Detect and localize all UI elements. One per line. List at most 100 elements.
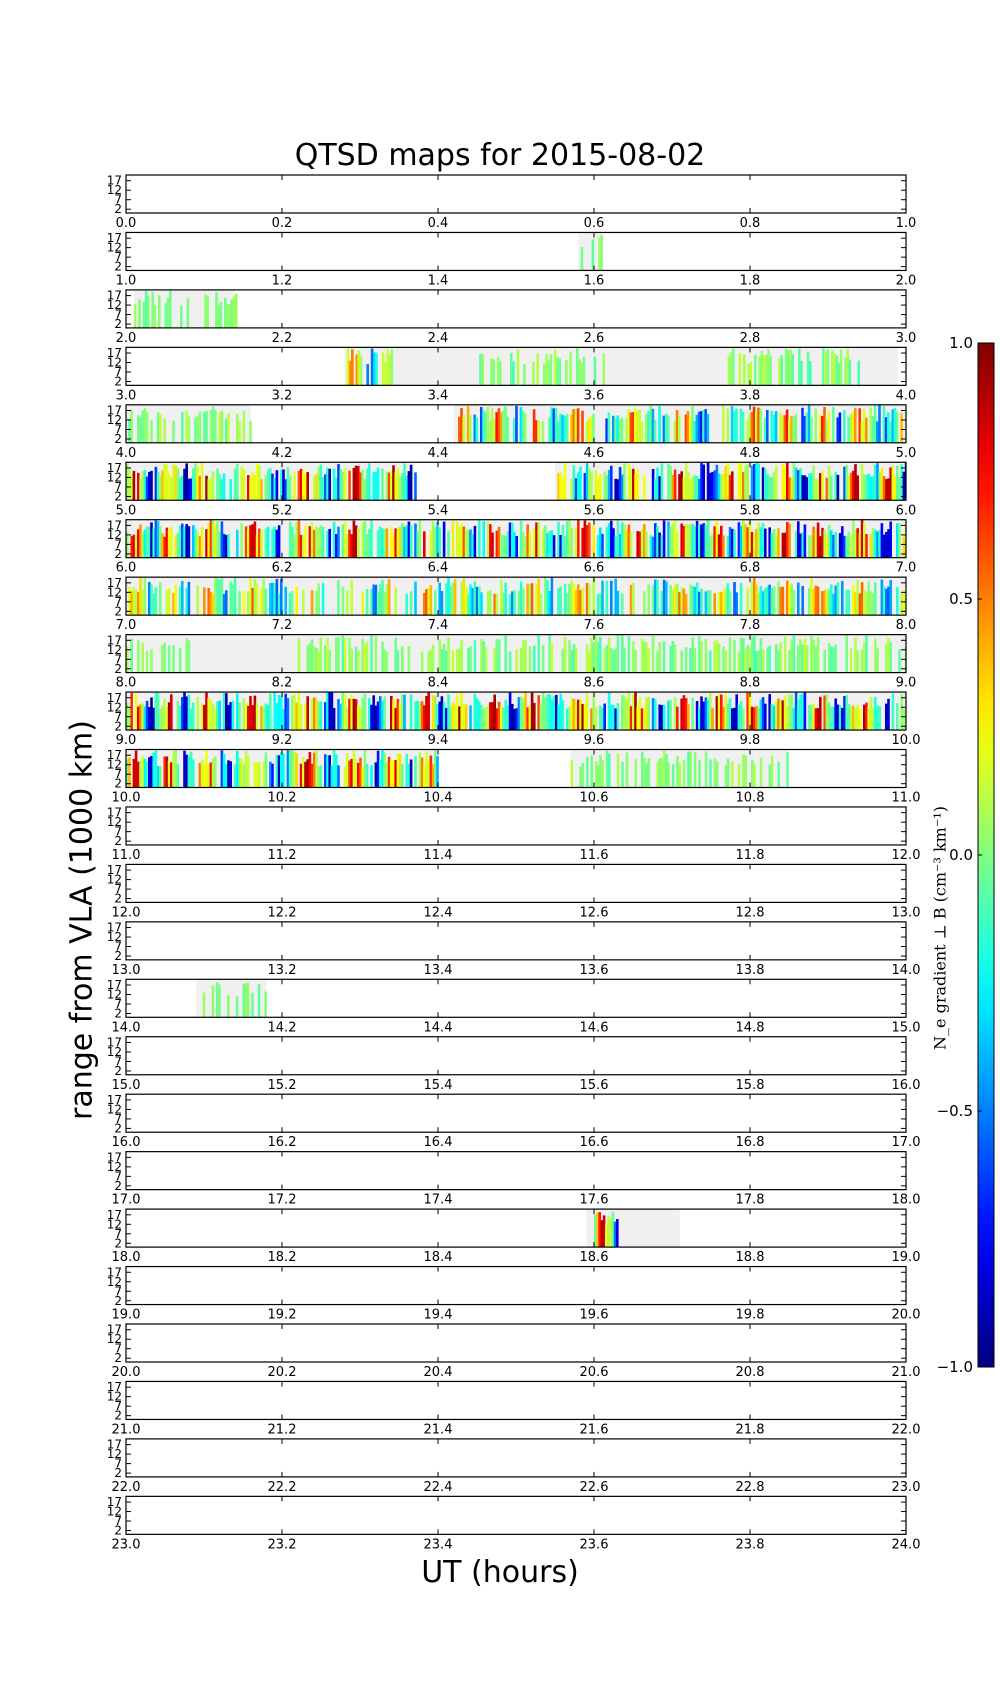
data-stripe [827, 465, 831, 501]
data-stripe [271, 582, 274, 616]
x-tick-label: 8.4 [428, 676, 449, 691]
data-stripe [394, 708, 397, 731]
data-stripe [885, 703, 888, 731]
data-stripe [706, 462, 710, 501]
data-stripe [493, 648, 496, 673]
data-stripe [704, 524, 708, 558]
data-stripe [313, 529, 316, 558]
data-stripe [869, 407, 872, 443]
y-tick-label: 17 [107, 863, 122, 877]
data-stripe [178, 586, 182, 616]
data-stripe [556, 357, 559, 386]
data-stripe [515, 649, 518, 673]
panel-frame [125, 691, 907, 731]
data-stripe [691, 585, 694, 616]
data-stripe [489, 590, 492, 616]
x-tick-label: 16.6 [580, 1135, 609, 1150]
data-stripe [379, 584, 382, 616]
data-stripe [814, 585, 818, 616]
data-stripe [143, 577, 147, 616]
data-stripe [605, 418, 608, 443]
data-stripe [759, 757, 763, 788]
data-stripe [141, 410, 144, 443]
x-tick-label: 23.8 [736, 1537, 765, 1552]
data-stripe [667, 463, 670, 501]
data-stripe [691, 697, 694, 731]
data-stripe [689, 524, 692, 558]
data-stripe [497, 701, 501, 731]
data-stripe [625, 529, 628, 558]
data-stripe [205, 692, 208, 731]
data-stripe [244, 751, 248, 788]
x-tick-label: 3.4 [428, 388, 449, 403]
data-stripe [579, 766, 582, 788]
data-stripe [381, 579, 384, 616]
y-tick-label: 2 [114, 719, 122, 733]
data-stripe [315, 591, 318, 616]
x-tick-label: 3.2 [272, 388, 293, 403]
x-tick-label: 9.6 [584, 733, 605, 748]
data-stripe [741, 411, 745, 443]
data-stripe [178, 706, 182, 731]
data-stripe [860, 582, 864, 616]
data-stripe [858, 708, 862, 731]
data-stripe [768, 527, 771, 558]
data-stripe [235, 996, 239, 1018]
data-stripe [823, 530, 826, 558]
y-tick-label: 12 [107, 873, 122, 887]
data-stripe [565, 413, 569, 443]
data-stripe [230, 299, 234, 328]
data-stripe [544, 525, 547, 558]
data-stripe [396, 650, 400, 673]
data-stripe [594, 1214, 597, 1248]
data-stripe [328, 528, 331, 558]
y-tick-label: 12 [107, 700, 122, 714]
data-stripe [871, 475, 875, 501]
data-stripe [436, 703, 439, 731]
y-tick-label: 2 [114, 260, 122, 274]
data-stripe [152, 528, 155, 558]
data-stripe [420, 757, 424, 788]
data-stripe [148, 582, 151, 616]
data-stripe [163, 756, 166, 788]
data-stripe [214, 577, 217, 616]
data-stripe [522, 698, 525, 731]
data-stripe [717, 643, 721, 673]
data-stripe [355, 354, 358, 386]
data-stripe [258, 762, 261, 788]
data-stripe [357, 350, 361, 386]
coverage-region [344, 347, 899, 386]
data-stripe [775, 534, 778, 558]
data-stripe [810, 534, 813, 558]
data-stripe [522, 640, 525, 673]
data-stripe [549, 354, 553, 386]
x-tick-label: 15.4 [424, 1078, 453, 1093]
data-stripe [407, 521, 411, 558]
data-stripe [744, 755, 747, 788]
data-stripe [596, 477, 600, 501]
data-stripe [798, 348, 801, 386]
data-stripe [649, 405, 652, 443]
data-stripe [843, 535, 846, 558]
data-stripe [253, 695, 257, 731]
data-stripe [207, 697, 210, 731]
data-stripe [187, 640, 191, 673]
data-stripe [599, 636, 602, 673]
x-tick-label: 6.6 [584, 561, 605, 576]
data-stripe [695, 582, 699, 616]
y-tick-label: 7 [114, 1054, 122, 1068]
y-tick-label: 2 [114, 1409, 122, 1423]
data-stripe [636, 706, 639, 731]
data-stripe [849, 535, 853, 558]
data-stripe [361, 766, 364, 788]
data-stripe [733, 707, 736, 731]
data-stripe [849, 414, 853, 443]
y-tick-label: 17 [107, 1495, 122, 1509]
data-stripe [390, 526, 393, 558]
data-stripe [627, 692, 631, 731]
data-stripe [781, 700, 785, 731]
data-stripe [495, 639, 499, 673]
x-tick-label: 15.0 [892, 1020, 921, 1035]
data-stripe [291, 591, 294, 616]
data-stripe [552, 408, 556, 443]
